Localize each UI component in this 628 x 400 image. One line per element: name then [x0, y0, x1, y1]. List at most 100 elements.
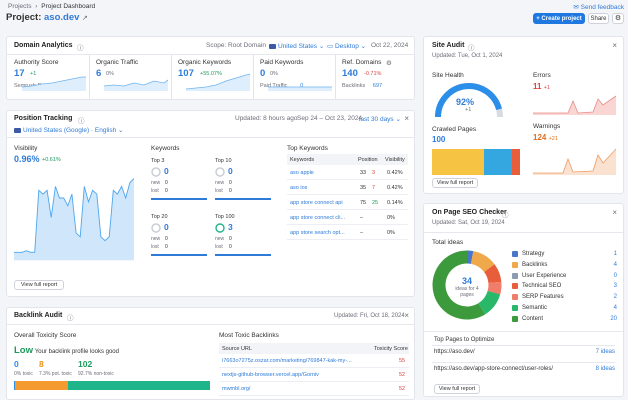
visibility-delta: +0.61%: [42, 157, 61, 163]
keyword-link[interactable]: aso apple: [290, 170, 314, 176]
category-count[interactable]: 1: [613, 251, 617, 257]
donut-slice-content[interactable]: [432, 250, 486, 320]
category-count[interactable]: 0: [613, 272, 617, 279]
external-link-icon[interactable]: ↗: [82, 15, 88, 22]
close-icon[interactable]: ×: [612, 208, 617, 217]
backlink-url[interactable]: mwmbl.org/: [222, 386, 251, 392]
paid-keywords-sub-value[interactable]: 0: [300, 83, 304, 89]
close-icon[interactable]: ×: [612, 41, 617, 50]
errors-delta: +1: [543, 85, 550, 91]
keyword-position: 35: [360, 185, 367, 191]
page-url[interactable]: https://aso.dev/app-store-connect/user-r…: [434, 366, 554, 372]
toxicity-stat-value[interactable]: 0: [14, 359, 19, 369]
donut-slice-backlinks[interactable]: [470, 251, 495, 273]
site-health-gauge: [435, 82, 503, 118]
pt-view-report-button[interactable]: View full report: [14, 280, 64, 290]
bucket-lost-value: 0: [229, 244, 232, 250]
toxicity-stat-value[interactable]: 8: [39, 359, 44, 369]
category-count[interactable]: 20: [610, 315, 617, 322]
table-row: app store connect cli... – 0%: [287, 210, 408, 225]
project-name[interactable]: aso.dev: [44, 12, 80, 23]
position-tracking-card: Position Tracking ⓘ Updated: 8 hours ago…: [6, 110, 415, 297]
keyword-link[interactable]: app store connect api: [290, 200, 343, 206]
col-visibility: Visibility: [385, 157, 405, 163]
bucket-value[interactable]: 0: [164, 222, 169, 232]
keyword-visibility: 0.42%: [387, 170, 403, 176]
toxicity-bar-potential: [15, 381, 68, 390]
info-icon[interactable]: ⓘ: [468, 45, 475, 52]
backlink-url[interactable]: nextjs-github-browser.vercel.app/Gorniv: [222, 372, 319, 378]
category-count[interactable]: 4: [613, 305, 617, 311]
bucket-label: Top 20: [151, 214, 168, 220]
bucket-value[interactable]: 3: [228, 222, 233, 232]
close-icon[interactable]: ×: [404, 114, 409, 123]
table-row: i7663o7275z.oszar.com/marketing/769847-k…: [219, 354, 409, 368]
site-health-label: Site Health: [432, 72, 464, 79]
info-icon[interactable]: ⓘ: [67, 315, 74, 322]
bucket-value[interactable]: 0: [228, 166, 233, 176]
bucket-lost-label: lost: [215, 188, 223, 194]
site-audit-view-report-button[interactable]: View full report: [432, 178, 478, 188]
bucket-ring: [215, 167, 225, 177]
send-feedback-link[interactable]: ✉ Send feedback: [573, 3, 624, 11]
toxicity-level-desc: Your backlink profile looks good: [34, 349, 119, 355]
keyword-position-change: 3: [372, 170, 376, 176]
donut-slice-semantic[interactable]: [477, 290, 501, 315]
period-select[interactable]: last 30 days ⌄: [359, 115, 401, 123]
paid-keywords-label: Paid Keywords: [260, 59, 304, 66]
bucket-underline: [151, 254, 207, 256]
breadcrumb-projects[interactable]: Projects: [8, 3, 32, 10]
crawled-pages-value[interactable]: 100: [432, 135, 446, 144]
gear-icon[interactable]: ⚙: [612, 13, 624, 24]
donut-slice-serp-features[interactable]: [487, 281, 502, 295]
keyword-visibility: 0.42%: [387, 185, 403, 191]
paid-keywords-value[interactable]: 0: [260, 68, 266, 79]
page-ideas-link[interactable]: 7 ideas: [595, 349, 615, 355]
share-button[interactable]: Share: [588, 13, 609, 24]
keyword-link[interactable]: app store connect cli...: [290, 215, 346, 221]
category-count[interactable]: 4: [613, 261, 617, 268]
info-icon[interactable]: ⓘ: [77, 45, 84, 52]
info-icon[interactable]: ⓘ: [78, 118, 85, 125]
seo-view-report-button[interactable]: View full report: [434, 384, 480, 394]
technical-seo-icon: [512, 283, 518, 290]
country-select[interactable]: United States ⌄: [269, 42, 324, 50]
keyword-link[interactable]: app store search opt...: [290, 230, 345, 236]
organic-traffic-value[interactable]: 6: [96, 68, 102, 79]
organic-keywords-label: Organic Keywords: [178, 59, 232, 66]
errors-sparkline: [533, 95, 617, 115]
donut-center: 34 ideas for 4 pages: [450, 276, 484, 298]
bucket-value[interactable]: 0: [164, 166, 169, 176]
info-icon[interactable]: ⓘ: [502, 212, 509, 219]
bucket-new-value: 0: [165, 180, 168, 186]
close-icon[interactable]: ×: [404, 311, 409, 320]
donut-slice-technical-seo[interactable]: [483, 264, 502, 284]
page-ideas-link[interactable]: 8 ideas: [595, 366, 615, 372]
organic-keywords-value[interactable]: 107: [178, 68, 194, 79]
chevron-down-icon: ⌄: [318, 43, 325, 50]
category-count[interactable]: 3: [613, 283, 617, 290]
ref-domains-sub-value[interactable]: 697: [372, 83, 383, 89]
category-count[interactable]: 2: [613, 294, 617, 301]
toxicity-stat-value[interactable]: 102: [78, 359, 93, 369]
keyword-position-change: 25: [372, 200, 379, 206]
sparkline-area: [22, 77, 86, 91]
errors-count: 11: [533, 82, 542, 91]
create-project-button[interactable]: + Create project: [533, 13, 585, 24]
sparkline-area: [268, 87, 332, 91]
sparkline-line: [103, 79, 169, 87]
device-select[interactable]: ▭ Desktop ⌄: [327, 42, 366, 50]
authority-score-value[interactable]: 17: [14, 68, 25, 79]
keyword-link[interactable]: aso ios: [290, 185, 308, 191]
table-row: nextjs-github-browser.vercel.app/Gorniv 5…: [219, 368, 409, 382]
bucket-ring-icon: [215, 167, 225, 177]
bucket-label: Top 10: [215, 158, 232, 164]
keyword-position: 75: [360, 200, 367, 206]
backlink-url[interactable]: i7663o7275z.oszar.com/marketing/769847-k…: [222, 358, 352, 364]
page-url[interactable]: https://aso.dev/: [434, 349, 475, 355]
backlink-audit-card: Backlink Audit ⓘ Updated: Fri, Oct 18, 2…: [6, 307, 415, 400]
location-select[interactable]: United States (Google) · English ⌄: [14, 126, 123, 134]
ref-domains-value[interactable]: 140: [342, 68, 358, 79]
ref-domains-settings-icon[interactable]: ⚙: [386, 60, 392, 67]
pt-updated: Updated: 8 hours ago: [235, 115, 298, 122]
